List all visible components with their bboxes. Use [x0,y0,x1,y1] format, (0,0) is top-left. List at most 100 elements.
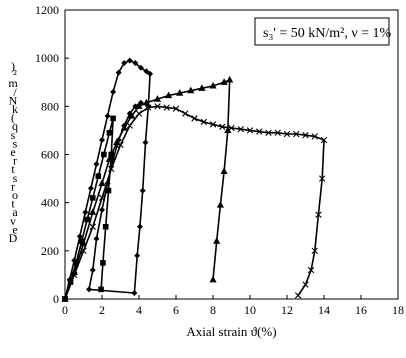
data-point-diamond [82,209,89,216]
data-point-cross [71,271,78,279]
data-point-square [106,130,113,136]
data-point-triangle [187,86,195,94]
data-point-square [102,223,109,230]
data-point-diamond [110,88,117,95]
data-point-cross [89,223,96,230]
data-point-cross [145,104,152,111]
data-point-cross [154,103,161,110]
x-tick-label: 0 [62,303,68,317]
data-point-cross [302,281,309,288]
data-point-diamond [142,139,149,146]
data-point-triangle [209,81,217,89]
data-point-triangle [165,91,173,99]
data-point-triangle [128,111,136,119]
y-tick-label: 800 [41,99,59,113]
data-point-triangle [105,155,113,162]
x-tick-label: 16 [355,303,367,317]
y-tick-label: 1200 [35,3,59,17]
y-axis-title-glyph: r [13,154,17,168]
y-axis-title-glyph: t [11,197,15,211]
data-point-diamond [139,187,146,194]
data-point-square [84,216,90,223]
y-axis-title-glyph: N [9,93,18,107]
data-point-triangle [224,126,232,134]
data-point-cross [302,132,309,139]
x-tick-label: 8 [210,303,216,317]
data-point-diamond [76,233,83,240]
data-point-square [73,260,79,266]
x-tick-label: 10 [244,303,256,317]
data-point-diamond [147,70,154,77]
y-axis-title-glyph: k [12,102,18,116]
data-point-square [100,260,106,266]
data-point-triangle [226,75,234,83]
data-point-square [89,195,96,201]
data-point-triangle [220,78,228,85]
data-point-cross [108,165,115,173]
data-point-cross [318,175,326,182]
data-point-diamond [99,206,105,213]
y-tick-label: 1000 [35,51,59,65]
y-axis-title-glyph: / [13,85,17,99]
y-axis-title-glyph: m [8,76,18,90]
data-point-triangle [120,124,128,131]
x-tick-label: 6 [173,303,179,317]
y-tick-label: 600 [41,148,59,162]
data-point-diamond [121,59,128,66]
data-point-triangle [153,95,162,102]
data-point-diamond [137,64,144,71]
data-point-square [78,238,85,244]
data-point-cross [135,110,143,117]
data-point-square [98,286,104,293]
data-point-diamond [89,267,96,274]
data-point-diamond [87,185,94,192]
y-axis-title-glyph: e [12,222,17,236]
data-point-diamond [93,235,100,242]
data-point-cross [98,194,106,202]
y-axis-title-glyph: v [10,214,16,228]
data-point-triangle [89,208,97,215]
data-point-cross [237,126,244,133]
data-point-cross [256,128,263,135]
series-cross [61,103,328,303]
y-axis-title-glyph: ) [11,59,15,73]
series-line-triangle [64,78,231,300]
data-point-triangle [216,201,224,208]
data-point-cross [200,118,207,126]
data-point-diamond [86,286,93,293]
annotation-box [254,17,390,46]
data-point-diamond [99,137,105,144]
data-point-cross [265,129,272,137]
data-point-cross [209,121,217,128]
data-point-triangle [209,275,217,283]
data-point-triangle [213,237,221,244]
y-axis-title-glyph: s [13,171,18,185]
data-point-triangle [198,84,206,91]
y-tick-label: 200 [41,244,59,258]
y-tick-label: 400 [41,196,59,210]
y-axis-title-glyph: s [13,136,18,150]
data-point-diamond [93,161,100,168]
data-point-triangle [220,167,228,174]
y-axis-title-glyph: ² [13,68,17,82]
data-point-cross [61,295,69,303]
y-axis-title-glyph: a [12,205,18,219]
y-axis-title-glyph: s [11,128,16,142]
data-point-diamond [132,59,139,66]
data-point-cross [311,247,318,255]
y-axis-title-glyph: ( [11,111,15,125]
x-tick-label: 2 [99,303,105,317]
data-point-triangle [135,102,143,109]
data-point-cross [307,266,315,274]
data-point-triangle [98,179,106,186]
x-tick-label: 14 [318,303,330,317]
x-tick-label: 4 [136,303,142,317]
data-point-diamond [134,252,141,259]
data-point-cross [117,141,124,149]
data-point-diamond [131,289,138,296]
data-point-cross [80,247,87,255]
data-point-square [110,115,116,122]
data-point-cross [274,129,281,137]
